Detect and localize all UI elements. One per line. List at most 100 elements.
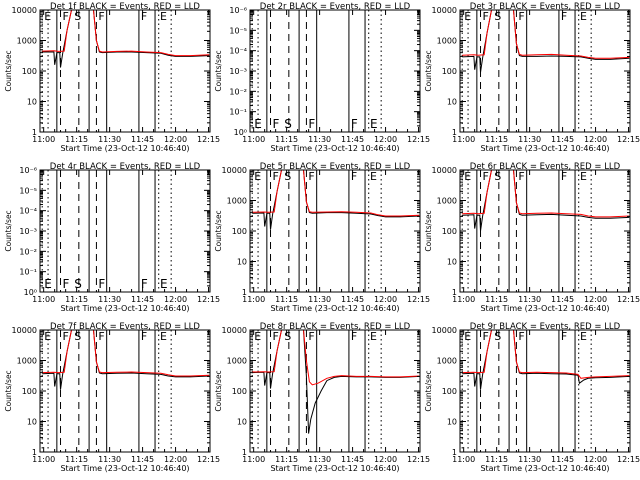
events-series-line xyxy=(42,330,210,390)
plot-frame xyxy=(39,329,211,453)
y-axis-label: Counts/sec xyxy=(424,50,433,91)
y-tick-label: 10000 xyxy=(222,326,247,335)
x-axis-label: Start Time (23-Oct-12 10:46:40) xyxy=(60,304,189,313)
panel-det-8: 1 10 100 1000 10000 11:00 11:15 11:30 11:45 12:00… xyxy=(214,322,430,473)
marker-label: F xyxy=(351,330,357,343)
y-tick-label: 1 xyxy=(452,448,457,457)
y-tick-label: 10⁻² xyxy=(229,87,247,96)
y-tick-label: 1 xyxy=(32,448,37,457)
marker-label: S xyxy=(284,330,291,343)
plot-frame xyxy=(249,169,421,293)
plot-frame xyxy=(459,169,631,293)
marker-label: F xyxy=(351,117,358,131)
lld-series-line xyxy=(462,10,630,59)
x-tick-label: 12:15 xyxy=(617,455,640,464)
marker-label: S xyxy=(494,10,501,23)
y-tick-label: 1 xyxy=(452,288,457,297)
y-tick-label: 10⁻⁴ xyxy=(19,207,37,216)
y-tick-label: 100 xyxy=(232,387,247,396)
panel-det-2: 10⁰ 10⁻¹ 10⁻² 10⁻³ 10⁻⁴ 10⁻⁵ 10⁻⁶ 11:00 11:15 11:… xyxy=(214,2,430,153)
x-axis-label: Start Time (23-Oct-12 10:46:40) xyxy=(480,144,609,153)
x-tick-label: 11:00 xyxy=(32,455,55,464)
y-tick-label: 1000 xyxy=(17,37,37,46)
x-tick-label: 12:15 xyxy=(617,295,640,304)
y-axis-label: Counts/sec xyxy=(214,210,223,251)
x-tick-label: 11:45 xyxy=(341,135,364,144)
panel-title: Det 6r BLACK = Events, RED = LLD xyxy=(470,162,621,172)
y-tick-label: 1000 xyxy=(17,357,37,366)
marker-label: F xyxy=(273,170,279,183)
series-group xyxy=(42,330,210,390)
panel-title: Det 2r BLACK = Events, RED = LLD xyxy=(260,2,411,12)
y-tick-label: 10000 xyxy=(12,6,37,15)
x-tick-label: 11:45 xyxy=(131,135,154,144)
marker-label: E xyxy=(44,10,51,23)
lld-series-line xyxy=(462,330,630,379)
marker-label: F xyxy=(561,10,567,23)
x-tick-label: 12:00 xyxy=(164,135,187,144)
x-tick-label: 11:45 xyxy=(131,455,154,464)
y-tick-label: 10⁰ xyxy=(24,288,37,297)
y-tick-label: 10000 xyxy=(12,326,37,335)
lld-series-line xyxy=(462,170,630,218)
marker-label: F xyxy=(483,170,489,183)
lld-series-line xyxy=(252,330,420,386)
x-tick-label: 11:30 xyxy=(518,295,541,304)
plot-frame xyxy=(249,329,421,453)
x-tick-label: 11:00 xyxy=(452,135,475,144)
y-tick-label: 1000 xyxy=(227,357,247,366)
x-tick-label: 11:15 xyxy=(65,135,88,144)
marker-label: F xyxy=(98,277,105,291)
x-tick-label: 11:30 xyxy=(308,295,331,304)
y-tick-label: 1000 xyxy=(437,197,457,206)
y-tick-label: 10000 xyxy=(432,326,457,335)
x-tick-label: 12:00 xyxy=(164,295,187,304)
x-tick-label: 12:15 xyxy=(617,135,640,144)
y-tick-label: 1 xyxy=(242,448,247,457)
y-tick-label: 100 xyxy=(442,67,457,76)
marker-label: F xyxy=(518,170,524,183)
plot-frame xyxy=(459,9,631,133)
y-tick-label: 10⁻⁵ xyxy=(229,26,247,35)
x-tick-label: 11:00 xyxy=(242,295,265,304)
x-tick-label: 11:45 xyxy=(551,135,574,144)
x-tick-label: 11:30 xyxy=(518,455,541,464)
series-group xyxy=(252,170,420,230)
marker-label: E xyxy=(160,10,167,23)
x-tick-label: 11:00 xyxy=(242,135,265,144)
lld-series-line xyxy=(42,10,210,57)
marker-label: S xyxy=(284,170,291,183)
y-tick-label: 10⁻⁶ xyxy=(19,166,37,175)
marker-label: E xyxy=(44,277,52,291)
y-tick-label: 1 xyxy=(242,288,247,297)
x-tick-label: 12:15 xyxy=(197,135,220,144)
events-series-line xyxy=(252,330,420,434)
x-axis-label: Start Time (23-Oct-12 10:46:40) xyxy=(60,464,189,473)
marker-label: E xyxy=(254,330,261,343)
marker-label: F xyxy=(273,330,279,343)
marker-label: F xyxy=(308,330,314,343)
x-tick-label: 11:30 xyxy=(308,455,331,464)
y-tick-label: 10⁰ xyxy=(234,128,247,137)
x-tick-label: 11:30 xyxy=(308,135,331,144)
x-axis-label: Start Time (23-Oct-12 10:46:40) xyxy=(60,144,189,153)
events-series-line xyxy=(252,170,420,230)
x-tick-label: 12:00 xyxy=(374,295,397,304)
y-tick-label: 10⁻³ xyxy=(229,67,247,76)
x-tick-label: 11:00 xyxy=(32,295,55,304)
y-axis-label: Counts/sec xyxy=(214,370,223,411)
y-tick-label: 100 xyxy=(232,227,247,236)
x-tick-label: 11:30 xyxy=(518,135,541,144)
series-group xyxy=(462,10,630,73)
x-tick-label: 12:00 xyxy=(584,295,607,304)
x-axis-label: Start Time (23-Oct-12 10:46:40) xyxy=(270,304,399,313)
x-tick-label: 11:30 xyxy=(98,455,121,464)
marker-label: E xyxy=(254,170,261,183)
marker-label: E xyxy=(580,170,587,183)
lld-series-line xyxy=(42,330,210,377)
x-tick-label: 12:15 xyxy=(407,135,430,144)
marker-label: F xyxy=(141,10,147,23)
x-tick-label: 12:15 xyxy=(197,455,220,464)
x-tick-label: 11:15 xyxy=(65,455,88,464)
y-axis-label: Counts/sec xyxy=(424,210,433,251)
